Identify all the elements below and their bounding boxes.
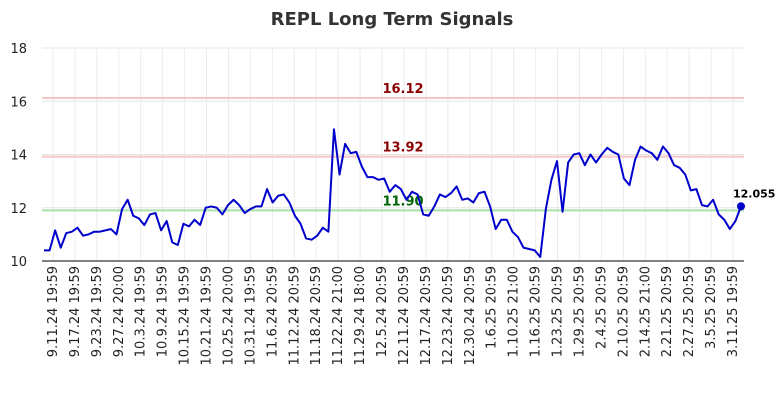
x-tick-label: 11.22.24 21:00 <box>331 266 346 366</box>
x-tick-label: 12.11.24 20:59 <box>397 266 412 366</box>
x-tick-label: 10.25.24 20:00 <box>221 266 236 366</box>
x-tick-label: 2.4.25 20:59 <box>594 266 609 349</box>
x-tick-label: 2.14.25 21:00 <box>638 266 653 357</box>
x-tick-label: 11.6.24 20:59 <box>265 266 280 357</box>
x-tick-label: 10.3.24 19:59 <box>134 266 149 357</box>
x-tick-label: 10.31.24 19:59 <box>243 266 258 366</box>
x-tick-label: 12.17.24 20:59 <box>419 266 434 366</box>
series-line <box>44 128 742 259</box>
x-tick-label: 1.6.25 20:59 <box>485 266 500 349</box>
x-tick-label: 3.11.25 19:59 <box>726 266 741 357</box>
x-tick-label: 11.29.24 18:00 <box>353 266 368 366</box>
y-tick-label: 14 <box>10 149 27 164</box>
x-tick-label: 10.21.24 19:59 <box>200 266 215 366</box>
y-tick-label: 10 <box>10 255 27 270</box>
x-tick-label: 9.11.24 19:59 <box>46 266 61 357</box>
x-tick-label: 9.17.24 19:59 <box>68 266 83 357</box>
reference-line-label: 11.90 <box>382 194 423 209</box>
x-tick-label: 1.16.25 20:59 <box>529 266 544 357</box>
x-tick-label: 12.5.24 20:59 <box>375 266 390 357</box>
reference-lines: 16.12 13.92 11.90 <box>42 82 744 212</box>
y-tick-label: 18 <box>10 42 27 57</box>
x-tick-label: 12.23.24 20:59 <box>441 266 456 366</box>
x-tick-label: 10.9.24 19:59 <box>156 266 171 357</box>
x-tick-label: 11.12.24 20:59 <box>287 266 302 366</box>
x-tick-label: 3.5.25 20:59 <box>704 266 719 349</box>
last-point-group: 12.055 <box>733 187 775 211</box>
x-tick-label: 10.15.24 19:59 <box>178 266 193 366</box>
chart-title: REPL Long Term Signals <box>271 9 514 30</box>
x-tick-label: 9.23.24 19:59 <box>90 266 105 357</box>
y-tick-label: 12 <box>10 202 27 217</box>
x-tick-labels: 9.11.24 19:59 9.17.24 19:59 9.23.24 19:59 9… <box>46 266 741 366</box>
x-tick-label: 12.30.24 20:59 <box>463 266 478 366</box>
x-tick-label: 2.21.25 20:59 <box>660 266 675 357</box>
x-tick-label: 11.18.24 20:59 <box>309 266 324 366</box>
y-tick-labels: 10 12 14 16 18 <box>10 42 27 270</box>
x-tick-label: 2.27.25 20:59 <box>682 266 697 357</box>
x-tick-label: 2.10.25 20:59 <box>616 266 631 357</box>
y-tick-label: 16 <box>10 95 27 110</box>
last-point-marker <box>737 202 745 211</box>
x-tick-label: 1.29.25 20:59 <box>572 266 587 357</box>
series-group <box>44 128 742 259</box>
reference-line-label: 16.12 <box>382 82 423 97</box>
x-tick-label: 1.23.25 20:59 <box>551 266 566 357</box>
last-point-label: 12.055 <box>733 187 775 200</box>
x-tick-label: 1.10.25 21:00 <box>507 266 522 357</box>
reference-line-label: 13.92 <box>382 141 423 156</box>
x-tick-label: 9.27.24 20:00 <box>112 266 127 357</box>
